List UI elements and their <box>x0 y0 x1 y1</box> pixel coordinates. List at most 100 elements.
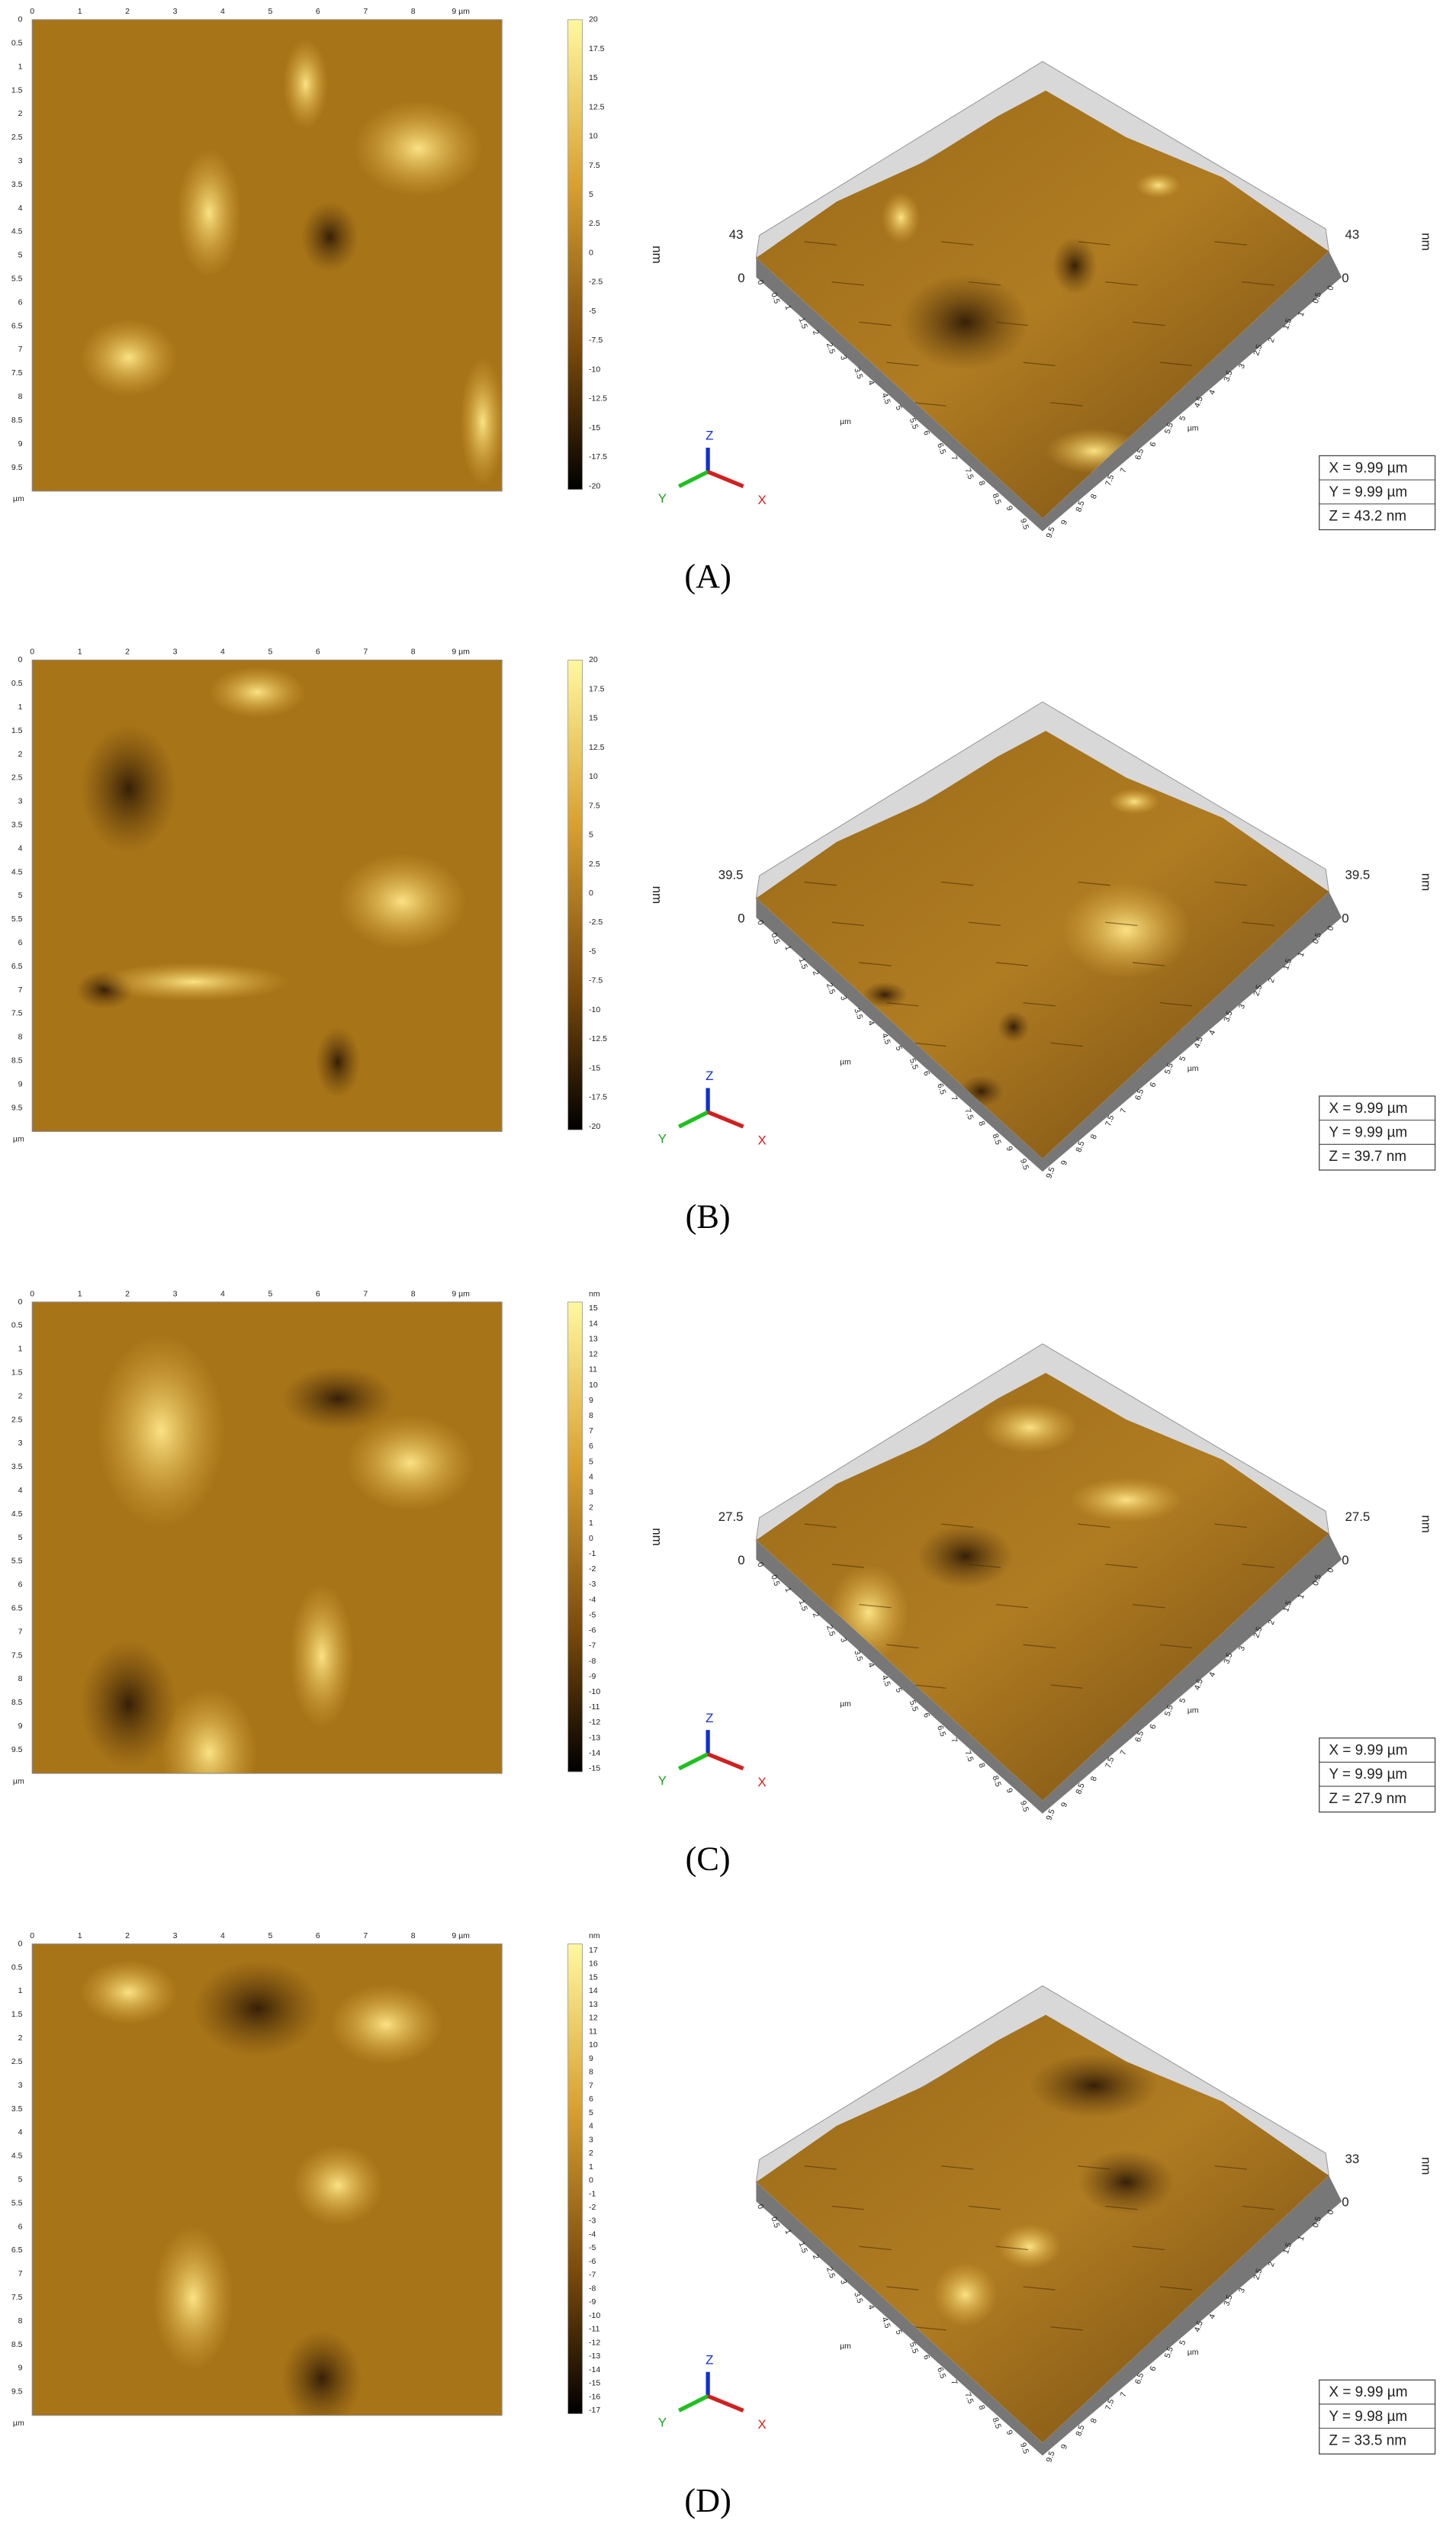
colorbar-tick-label: 0 <box>589 2176 593 2185</box>
colorbar-tick-label: 7.5 <box>589 801 600 810</box>
afm-image <box>32 1302 503 1774</box>
edge-tick-label: 5.5 <box>1163 2345 1175 2359</box>
edge-tick-label: 7.5 <box>1104 474 1116 487</box>
x-tick-label: 3 <box>173 1931 178 1940</box>
edge-tick-label: 2.5 <box>824 982 837 995</box>
edge-tick-label: 2 <box>811 2253 821 2261</box>
colorbar-tick-label: -17.5 <box>589 1093 607 1102</box>
z-unit: nm <box>1419 873 1433 891</box>
edge-tick-label: 8.5 <box>1074 2424 1086 2438</box>
feature <box>153 2225 233 2371</box>
colorbar-tick-label: -9 <box>589 2297 596 2307</box>
edge-tick-label: 0.5 <box>1311 1574 1323 1587</box>
scan-streak <box>804 241 837 246</box>
panel-label: (D) <box>684 2482 731 2519</box>
triad-label: Z <box>706 1711 713 1725</box>
y-tick-label: 9.5 <box>11 463 23 472</box>
edge-tick-label: 2.5 <box>1252 2268 1264 2281</box>
edge-tick-label: 2.5 <box>1252 343 1264 357</box>
edge-tick-label: 1 <box>1296 950 1306 958</box>
scan-streak <box>886 1644 919 1649</box>
edge-tick-label: 4.5 <box>1193 1677 1205 1691</box>
edge-tick-label: 5 <box>1178 1697 1188 1705</box>
edge-tick-label: 0 <box>1326 2208 1335 2216</box>
edge-tick-label: 7.5 <box>1104 2398 1116 2412</box>
scan-streak <box>1242 921 1274 927</box>
x-tick-label: 7 <box>363 1931 368 1940</box>
colorbar-tick-label: 20 <box>589 15 598 24</box>
x-tick-label: 0 <box>30 1931 34 1940</box>
info-text: X = 9.99 µm <box>1329 460 1407 476</box>
y-tick-label: 6 <box>18 2222 23 2231</box>
colorbar-tick-label: -2.5 <box>589 918 603 927</box>
edge-tick-label: 7 <box>949 2379 959 2387</box>
edge-unit: µm <box>840 417 851 426</box>
colorbar-tick-label: -13 <box>589 2352 600 2361</box>
scan-streak <box>1023 362 1056 366</box>
colorbar-tick-label: 8 <box>589 1411 593 1420</box>
edge-tick-label: 8.5 <box>1074 500 1086 513</box>
edge-tick-label: 7 <box>1119 1749 1129 1757</box>
colorbar-tick-label: 2 <box>589 1503 593 1513</box>
edge-tick-label: 4 <box>866 2303 876 2311</box>
y-tick-label: 5.5 <box>11 1557 23 1566</box>
edge-tick-label: 1 <box>1296 1593 1306 1600</box>
edge-tick-label: 5 <box>1178 1055 1188 1062</box>
colorbar-tick-label: 2 <box>589 2149 593 2158</box>
edge-tick-label: 4.5 <box>879 392 892 406</box>
x-tick-label: 9 µm <box>452 7 470 16</box>
colorbar-tick-label: 13 <box>589 1334 598 1343</box>
feature <box>997 1011 1030 1043</box>
image-frame <box>31 659 503 1132</box>
colorbar-tick-label: 2.5 <box>589 860 600 869</box>
colorbar-tick-label: -3 <box>589 2217 596 2226</box>
feature <box>80 724 178 854</box>
colorbar-tick-label: -5 <box>589 947 596 956</box>
edge-tick-label: 9.5 <box>1044 2450 1056 2464</box>
info-text: Y = 9.99 µm <box>1329 1766 1407 1783</box>
edge-tick-label: 1.5 <box>797 956 809 970</box>
scan-streak <box>804 1523 837 1528</box>
y-tick-label: 2 <box>18 2033 23 2043</box>
edge-tick-label: 7.5 <box>963 467 975 481</box>
y-tick-label: 5.5 <box>11 915 23 924</box>
z-top-label: 27.5 <box>1345 1509 1370 1524</box>
info-text: Z = 39.7 nm <box>1329 1149 1406 1165</box>
edge-tick-label: 7.5 <box>963 1749 975 1763</box>
y-tick-label: 7.5 <box>11 368 23 378</box>
colorbar-tick-label: -1 <box>589 2189 596 2198</box>
y-tick-label: 3.5 <box>11 180 23 189</box>
scan-streak <box>1050 2326 1083 2331</box>
colorbar-tick-label: -17.5 <box>589 452 607 461</box>
z-unit: nm <box>650 246 664 263</box>
triad-y <box>677 1110 709 1129</box>
edge-tick-label: 3 <box>838 1636 848 1644</box>
feature <box>933 2262 998 2327</box>
colorbar-tick-label: -5 <box>589 1610 596 1619</box>
feature <box>901 274 1030 371</box>
triad-y <box>677 1752 709 1771</box>
x-tick-label: 4 <box>220 1289 225 1298</box>
edge-tick-label: 5.5 <box>908 1057 920 1071</box>
info-box <box>1319 2379 1436 2454</box>
colorbar-tick-label: 12 <box>589 2014 598 2023</box>
edge-tick-label: 6.5 <box>935 1082 947 1096</box>
y-tick-label: 0 <box>18 1939 23 1948</box>
x-tick-label: 8 <box>411 7 416 16</box>
edge-tick-label: 0.5 <box>769 291 781 305</box>
edge-tick-label: 6.5 <box>1133 1730 1146 1744</box>
y-tick-label: 1 <box>18 62 23 71</box>
y-tick-label: 9.5 <box>11 1745 23 1754</box>
colorbar-tick-label: 14 <box>589 1986 598 1995</box>
edge-tick-label: 6 <box>921 1069 931 1077</box>
colorbar-tick-label: 10 <box>589 132 598 141</box>
colorbar-tick-label: -14 <box>589 2365 600 2374</box>
info-box <box>1319 1095 1436 1171</box>
colorbar-tick-label: 7.5 <box>589 161 600 170</box>
colorbar-tick-label: 20 <box>589 655 598 664</box>
colorbar-tick-label: -11 <box>589 1702 600 1712</box>
edge-tick-label: 1 <box>783 944 792 952</box>
edge-tick-label: 4 <box>866 1020 876 1027</box>
x-tick-label: 2 <box>125 1931 130 1940</box>
